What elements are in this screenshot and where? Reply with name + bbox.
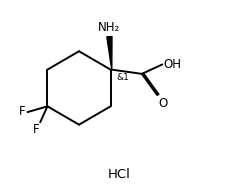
Polygon shape — [107, 36, 112, 70]
Text: HCl: HCl — [108, 168, 130, 181]
Text: &1: &1 — [116, 73, 129, 82]
Text: NH₂: NH₂ — [98, 21, 120, 34]
Text: F: F — [19, 105, 26, 118]
Text: F: F — [32, 123, 39, 136]
Text: OH: OH — [164, 58, 181, 71]
Text: O: O — [158, 97, 168, 110]
